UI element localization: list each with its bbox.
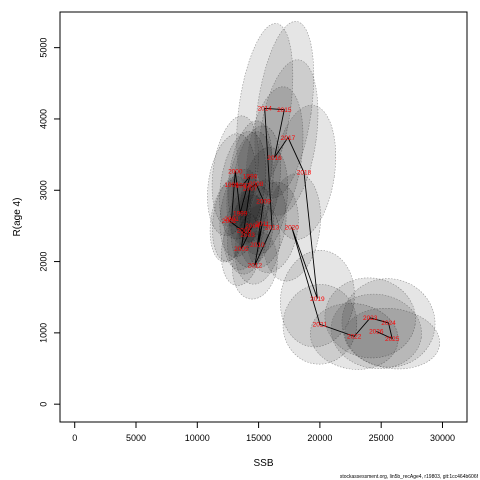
year-label-1996: 1996 bbox=[224, 182, 239, 189]
year-label-2008: 2008 bbox=[249, 181, 264, 188]
year-label-2004: 2004 bbox=[245, 223, 260, 230]
year-label-2022: 2022 bbox=[347, 334, 362, 341]
year-label-2006: 2006 bbox=[237, 228, 252, 235]
year-label-2020: 2020 bbox=[284, 225, 299, 232]
year-label-2005: 2005 bbox=[234, 246, 249, 253]
year-label-2012: 2012 bbox=[248, 262, 263, 269]
x-tick-label: 25000 bbox=[369, 433, 394, 443]
x-tick-label: 5000 bbox=[126, 433, 146, 443]
year-label-2001: 2001 bbox=[224, 216, 239, 223]
year-label-2025: 2025 bbox=[385, 336, 400, 343]
y-tick-label: 3000 bbox=[38, 180, 48, 200]
year-label-2009: 2009 bbox=[256, 198, 271, 205]
x-tick-label: 10000 bbox=[185, 433, 210, 443]
year-label-2018: 2018 bbox=[297, 170, 312, 177]
year-label-1998: 1998 bbox=[243, 173, 258, 180]
year-label-2015: 2015 bbox=[277, 107, 292, 114]
x-axis-title: SSB bbox=[253, 458, 273, 469]
year-label-2010: 2010 bbox=[250, 242, 265, 249]
year-label-2002: 2002 bbox=[222, 218, 237, 225]
x-tick-label: 15000 bbox=[246, 433, 271, 443]
year-label-2003: 2003 bbox=[240, 232, 255, 239]
year-label-2007: 2007 bbox=[243, 185, 258, 192]
trajectory-line bbox=[228, 107, 393, 340]
year-label-2013: 2013 bbox=[265, 225, 280, 232]
y-tick-label: 5000 bbox=[38, 38, 48, 58]
year-label-1999: 1999 bbox=[233, 210, 248, 217]
year-label-2024: 2024 bbox=[381, 320, 396, 327]
year-label-2023: 2023 bbox=[363, 315, 378, 322]
year-label-2014: 2014 bbox=[257, 106, 272, 113]
y-tick-label: 4000 bbox=[38, 109, 48, 129]
y-axis: 0 1000 2000 3000 4000 5000 bbox=[38, 38, 61, 407]
source-footnote: stockassessment.org, lin5b_recAge4, r198… bbox=[340, 474, 479, 480]
y-tick-label: 0 bbox=[38, 402, 48, 407]
x-tick-label: 20000 bbox=[307, 433, 332, 443]
x-tick-label: 30000 bbox=[430, 433, 455, 443]
year-label-1997: 1997 bbox=[235, 183, 250, 190]
y-tick-label: 1000 bbox=[38, 323, 48, 343]
year-label-2026: 2026 bbox=[369, 329, 384, 336]
year-label-2011: 2011 bbox=[255, 221, 269, 228]
year-label-2021: 2021 bbox=[313, 322, 328, 329]
x-tick-label: 0 bbox=[72, 433, 77, 443]
year-label-2017: 2017 bbox=[281, 135, 296, 142]
year-label-2000: 2000 bbox=[228, 168, 243, 175]
year-label-2016: 2016 bbox=[267, 155, 282, 162]
year-label-2019: 2019 bbox=[310, 296, 325, 303]
x-axis: 0 5000 10000 15000 20000 25000 30000 bbox=[72, 421, 455, 443]
y-axis-title: R(age 4) bbox=[12, 198, 23, 237]
y-tick-label: 2000 bbox=[38, 252, 48, 272]
